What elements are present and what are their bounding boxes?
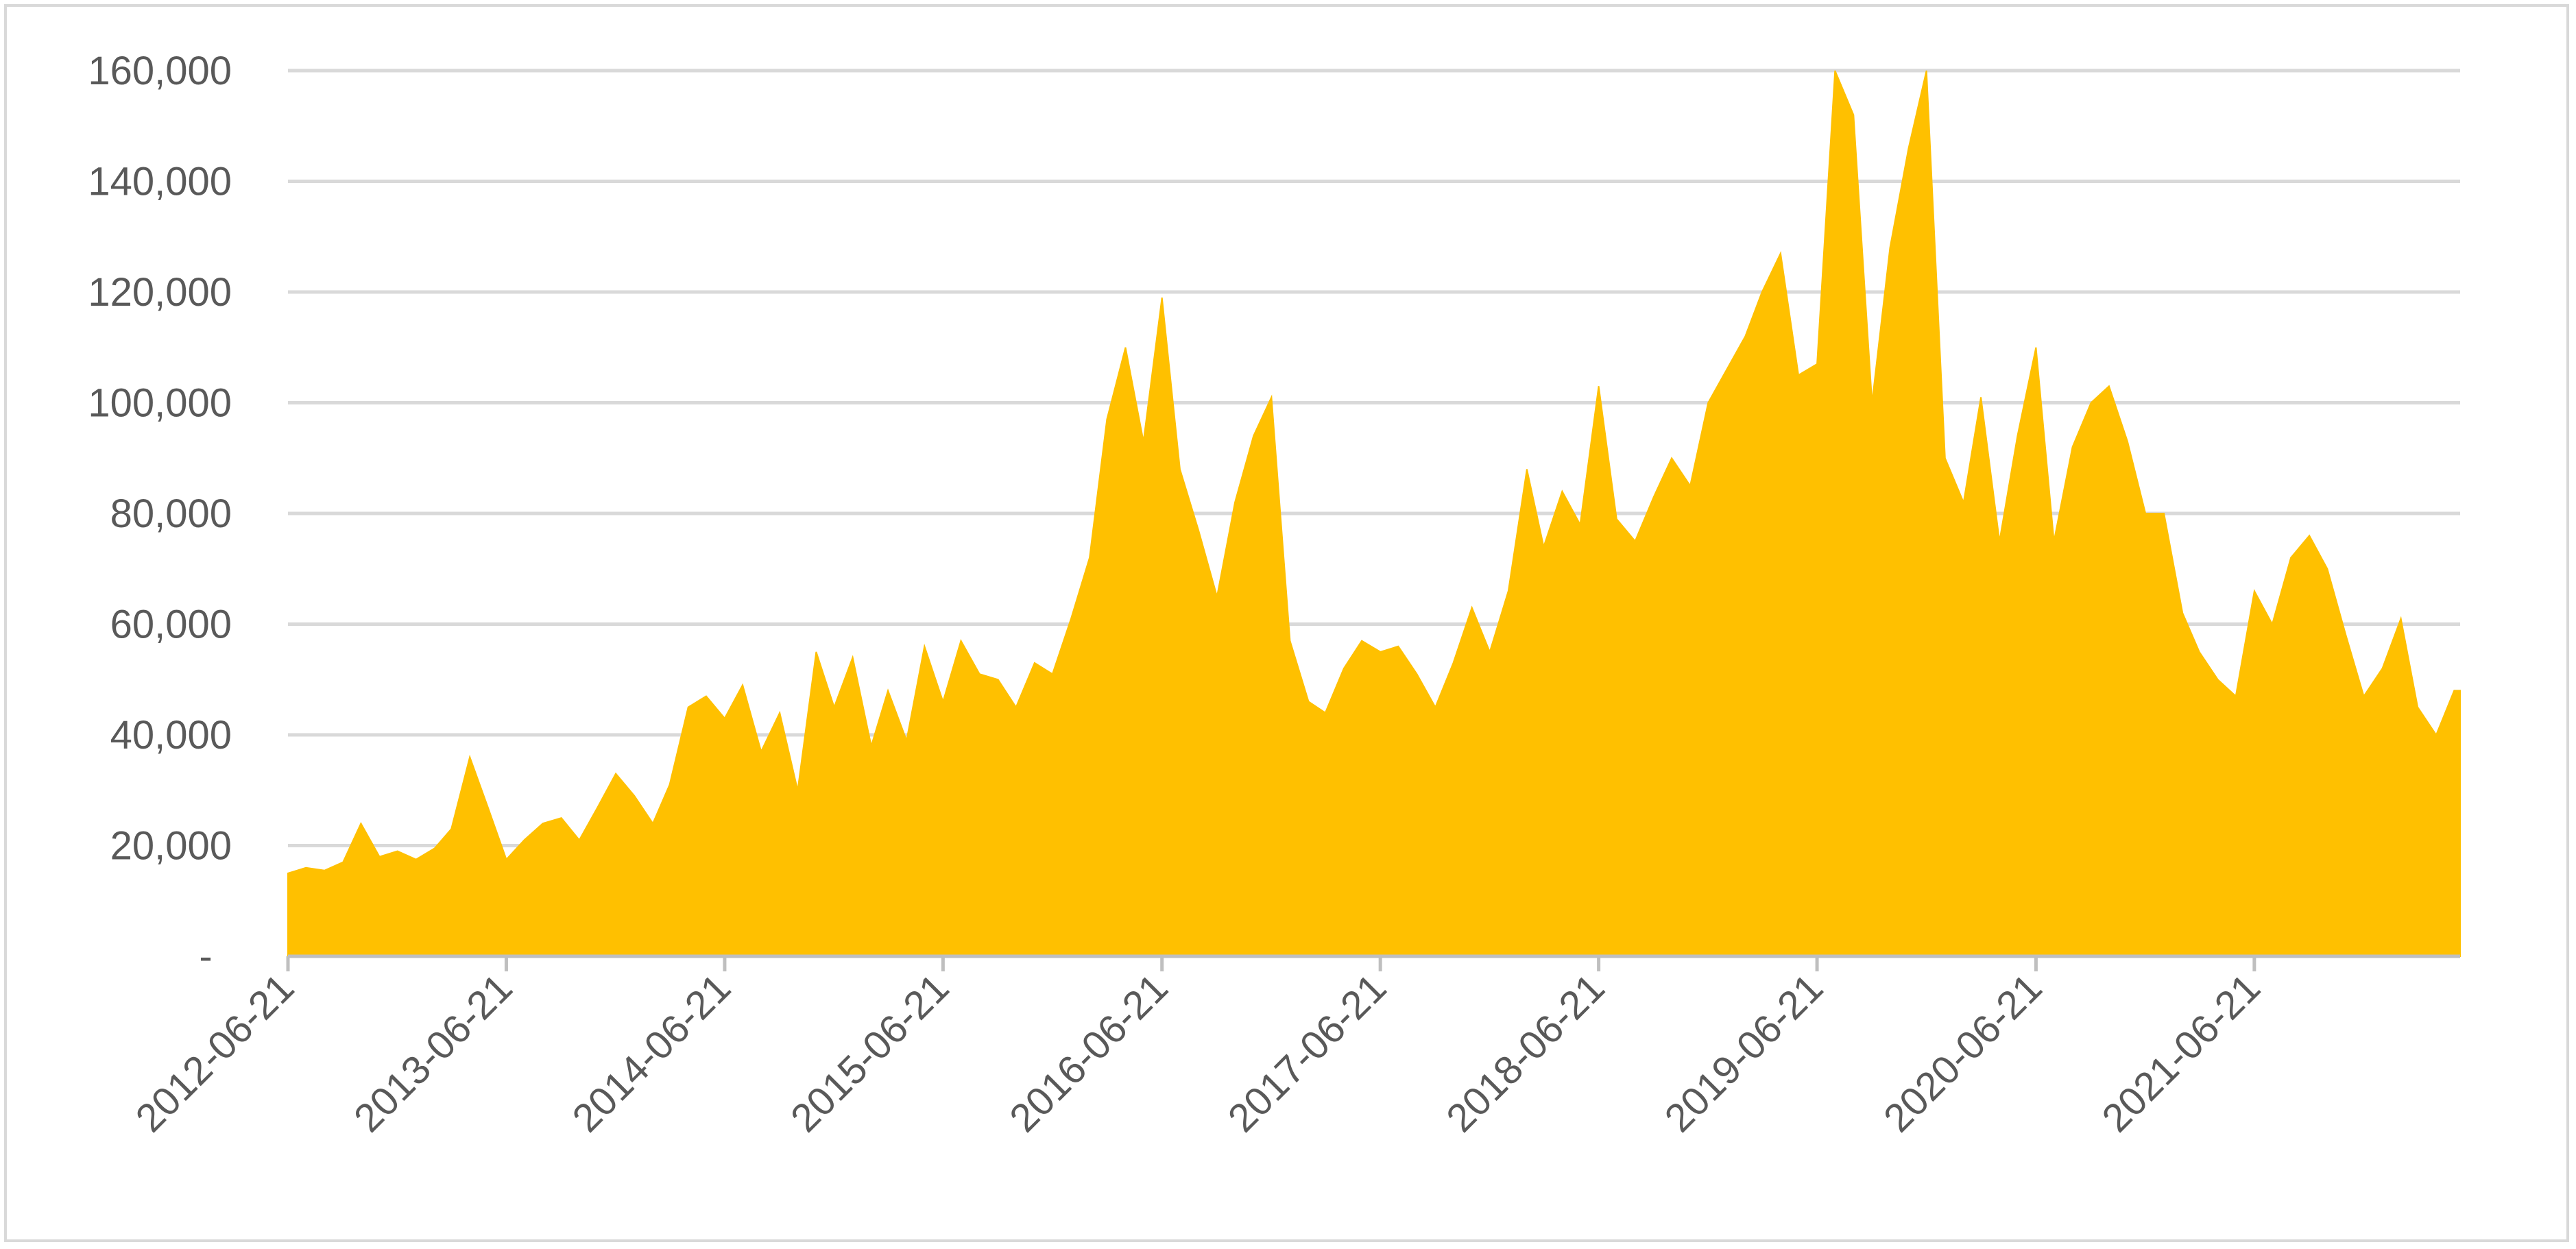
- x-tick-label-7: 2019-06-21: [1657, 965, 1832, 1141]
- x-tick-label-6: 2018-06-21: [1438, 965, 1613, 1141]
- x-tick-label-5: 2017-06-21: [1220, 965, 1395, 1141]
- area-series-fill: [287, 70, 2461, 957]
- y-tick-label-4: 80,000: [110, 492, 232, 536]
- x-tick-label-0: 2012-06-21: [127, 965, 302, 1141]
- x-tick-label-8: 2020-06-21: [1875, 965, 2051, 1141]
- y-tick-label-8: 160,000: [88, 49, 232, 93]
- y-tick-label-7: 140,000: [88, 160, 232, 204]
- x-tick-label-4: 2016-06-21: [1001, 965, 1177, 1141]
- y-tick-label-1: 20,000: [110, 824, 232, 869]
- area-series: [287, 70, 2461, 957]
- x-tick-label-9: 2021-06-21: [2093, 965, 2269, 1141]
- x-axis: [286, 954, 2460, 971]
- y-tick-label-6: 120,000: [88, 270, 232, 315]
- y-axis-tick-labels: - 20,000 40,000 60,000 80,000 100,000 120,000 1…: [88, 49, 232, 979]
- y-tick-label-0: -: [199, 934, 212, 979]
- x-tick-label-2: 2014-06-21: [564, 965, 739, 1141]
- y-tick-label-2: 40,000: [110, 713, 232, 757]
- x-tick-label-3: 2015-06-21: [782, 965, 958, 1141]
- y-tick-label-5: 100,000: [88, 381, 232, 426]
- y-tick-label-3: 60,000: [110, 603, 232, 647]
- x-tick-label-1: 2013-06-21: [346, 965, 521, 1141]
- x-axis-tick-labels: 2012-06-21 2013-06-21 2014-06-21 2015-06-21…: [127, 965, 2269, 1141]
